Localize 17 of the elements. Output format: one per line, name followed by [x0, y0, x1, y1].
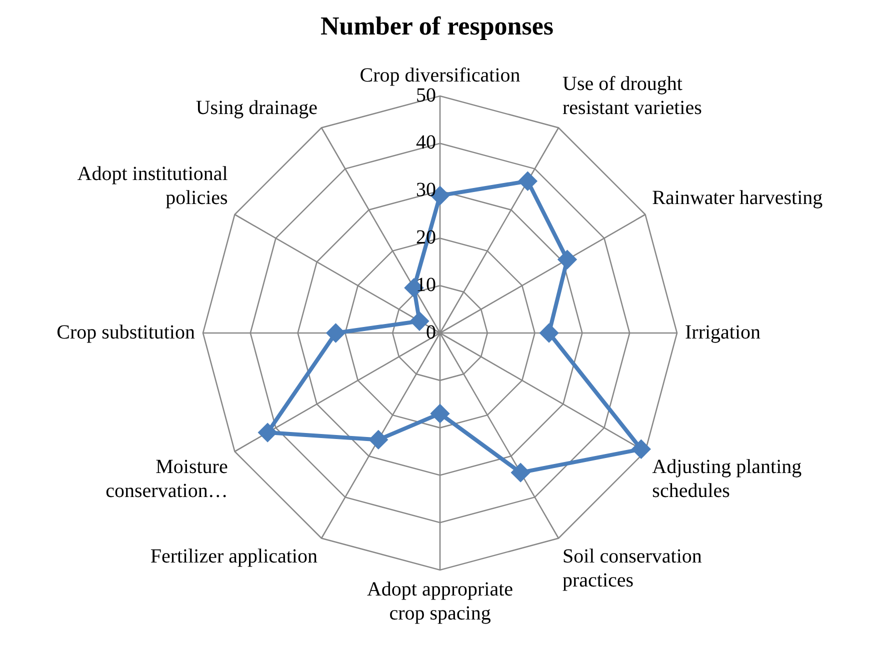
spoke-label: Use of drought resistant varieties — [562, 73, 702, 120]
y-tick-label: 50 — [416, 84, 436, 106]
y-tick-label: 40 — [416, 132, 436, 154]
spoke-label: Adopt appropriate crop spacing — [366, 578, 514, 624]
spoke-label: Adopt institutional policies — [77, 162, 228, 209]
chart-title: Number of responses — [320, 11, 554, 40]
spoke-label: Crop diversification — [360, 64, 520, 86]
spoke-label: Crop substitution — [56, 321, 195, 344]
y-tick-label: 30 — [416, 179, 436, 202]
spoke-label: Using drainage — [196, 97, 318, 120]
spoke-label: Moisture conservation… — [106, 456, 228, 502]
spoke-label: Irrigation — [685, 321, 761, 344]
spoke-label: Fertilizer application — [150, 545, 318, 568]
spoke-label: Adjusting planting schedules — [652, 456, 802, 502]
y-tick-label: 0 — [426, 321, 436, 344]
spoke-label: Soil conservation practices — [562, 545, 702, 592]
spoke-label: Rainwater harvesting — [652, 186, 823, 209]
